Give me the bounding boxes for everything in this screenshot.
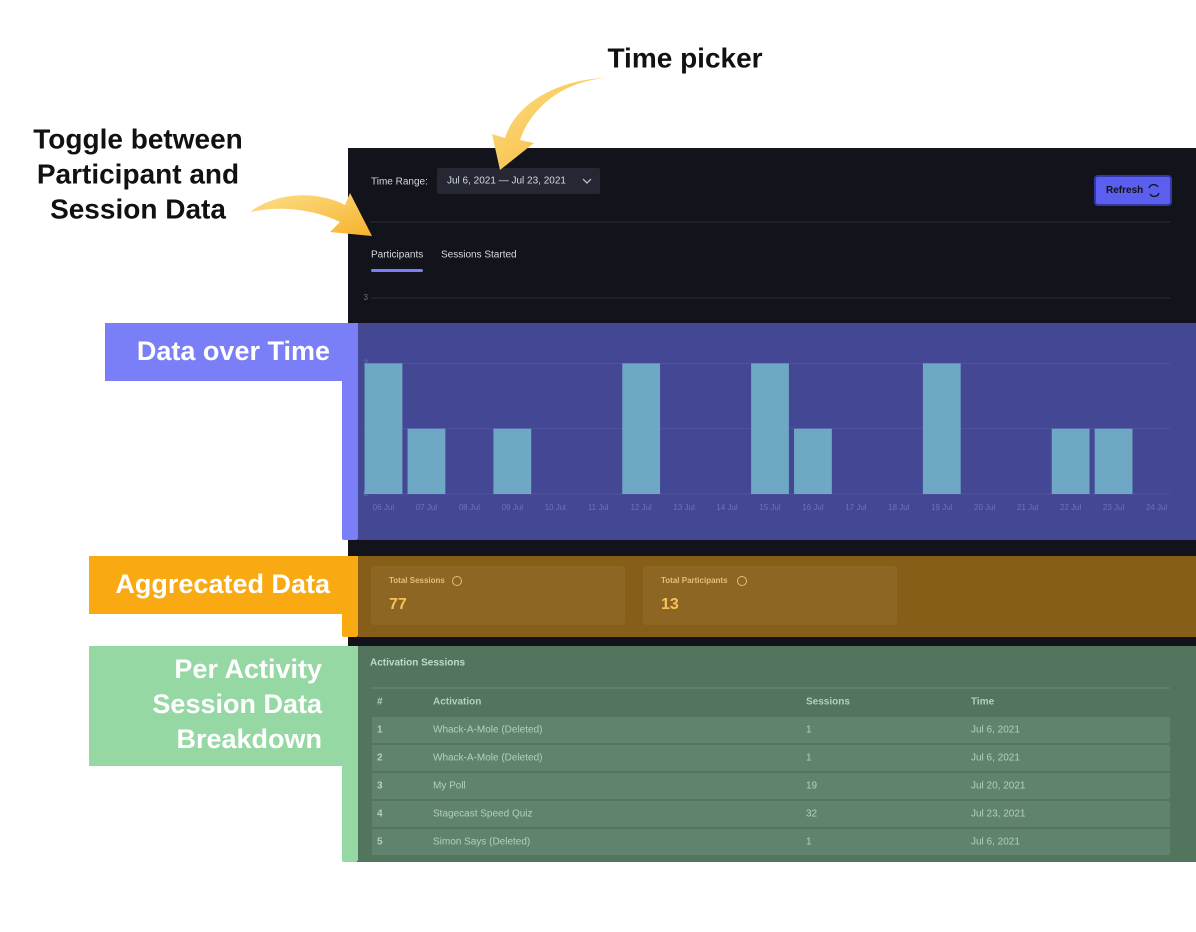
- callout: Session Data: [50, 193, 226, 224]
- refresh-button[interactable]: [1094, 175, 1172, 206]
- label-strip: [342, 646, 358, 862]
- tab-underline: [371, 269, 423, 272]
- label-text: Data over Time: [137, 336, 330, 366]
- refresh-label: Refresh: [1106, 185, 1143, 196]
- overlay-stats: [358, 556, 1196, 637]
- label-strip: [342, 323, 358, 540]
- overlay-chart: [358, 323, 1196, 540]
- callout: Toggle between: [33, 123, 243, 154]
- y-tick-label: 3: [364, 293, 369, 302]
- label-text: Aggrecated Data: [115, 569, 331, 599]
- callout: Participant and: [37, 158, 239, 189]
- label-box: [89, 556, 358, 614]
- label-box: [89, 646, 358, 766]
- overlay-table: [358, 646, 1196, 862]
- label-text: Per Activity: [174, 654, 322, 684]
- label-box: [105, 323, 358, 381]
- tab[interactable]: Sessions Started: [441, 250, 517, 261]
- arrow: [492, 78, 605, 170]
- refresh-icon: [1148, 183, 1160, 198]
- time-range-value: Jul 6, 2021 — Jul 23, 2021: [447, 176, 566, 187]
- callout: Time picker: [607, 42, 762, 73]
- label-text: Session Data: [152, 689, 323, 719]
- tab[interactable]: Participants: [371, 250, 423, 261]
- label-strip: [342, 556, 358, 637]
- arrow: [250, 193, 372, 236]
- chevron: [582, 178, 592, 184]
- time-range-label: Time Range:: [371, 177, 428, 188]
- time-picker[interactable]: [437, 168, 600, 194]
- label-text: Breakdown: [176, 724, 322, 754]
